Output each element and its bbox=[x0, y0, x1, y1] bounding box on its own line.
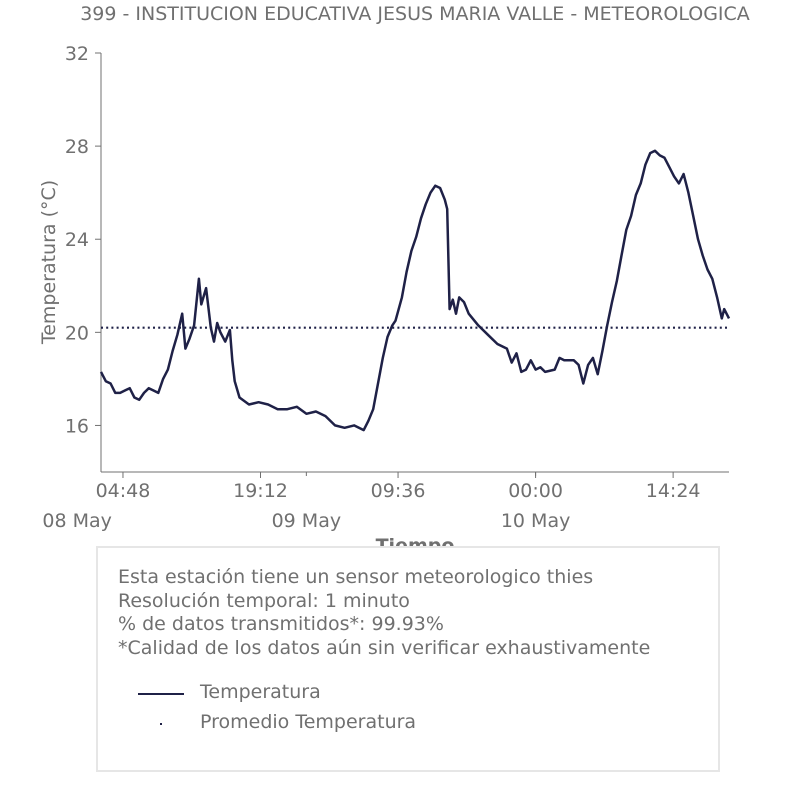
y-tick-label: 28 bbox=[65, 136, 89, 158]
y-tick-label: 16 bbox=[65, 415, 89, 437]
x-tick-label: 04:48 bbox=[96, 480, 151, 502]
y-axis-title: Temperatura (°C) bbox=[38, 180, 60, 345]
y-tick-label: 24 bbox=[65, 229, 89, 251]
ticks: 16 20 24 28 32 04:48 19:12 09:36 00:00 14:24 08 Ma… bbox=[42, 43, 700, 532]
legend-label-promedio: Promedio Temperatura bbox=[200, 711, 417, 733]
chart-title: 399 - INSTITUCION EDUCATIVA JESUS MARIA … bbox=[80, 3, 750, 25]
temperature-chart: 16 20 24 28 32 04:48 19:12 09:36 00:00 14:24 08 Ma… bbox=[38, 43, 731, 557]
x-tick-label: 19:12 bbox=[233, 480, 288, 502]
x-date-label: 09 May bbox=[272, 510, 342, 532]
lines bbox=[99, 149, 731, 432]
y-tick-label: 32 bbox=[65, 43, 89, 65]
axes bbox=[100, 53, 729, 473]
info-box: Esta estación tiene un sensor meteorolog… bbox=[96, 546, 720, 772]
x-tick-label: 09:36 bbox=[371, 480, 426, 502]
x-tick-label: 14:24 bbox=[646, 480, 701, 502]
legend-dotted-line bbox=[160, 723, 162, 725]
info-line-quality: *Calidad de los datos aún sin verificar … bbox=[118, 636, 651, 659]
x-tick-label: 00:00 bbox=[508, 480, 563, 502]
temperature-line bbox=[99, 149, 731, 432]
y-tick-label: 20 bbox=[65, 322, 89, 344]
info-line-transmission: % de datos transmitidos*: 99.93% bbox=[118, 613, 444, 635]
x-date-label: 10 May bbox=[501, 510, 571, 532]
legend-label-temperatura: Temperatura bbox=[200, 681, 321, 703]
info-line-sensor: Esta estación tiene un sensor meteorolog… bbox=[118, 566, 594, 588]
x-date-label: 08 May bbox=[42, 510, 112, 532]
legend-solid-line bbox=[138, 693, 184, 695]
info-lines: Esta estación tiene un sensor meteorolog… bbox=[118, 566, 650, 660]
info-line-resolution: Resolución temporal: 1 minuto bbox=[118, 589, 410, 612]
